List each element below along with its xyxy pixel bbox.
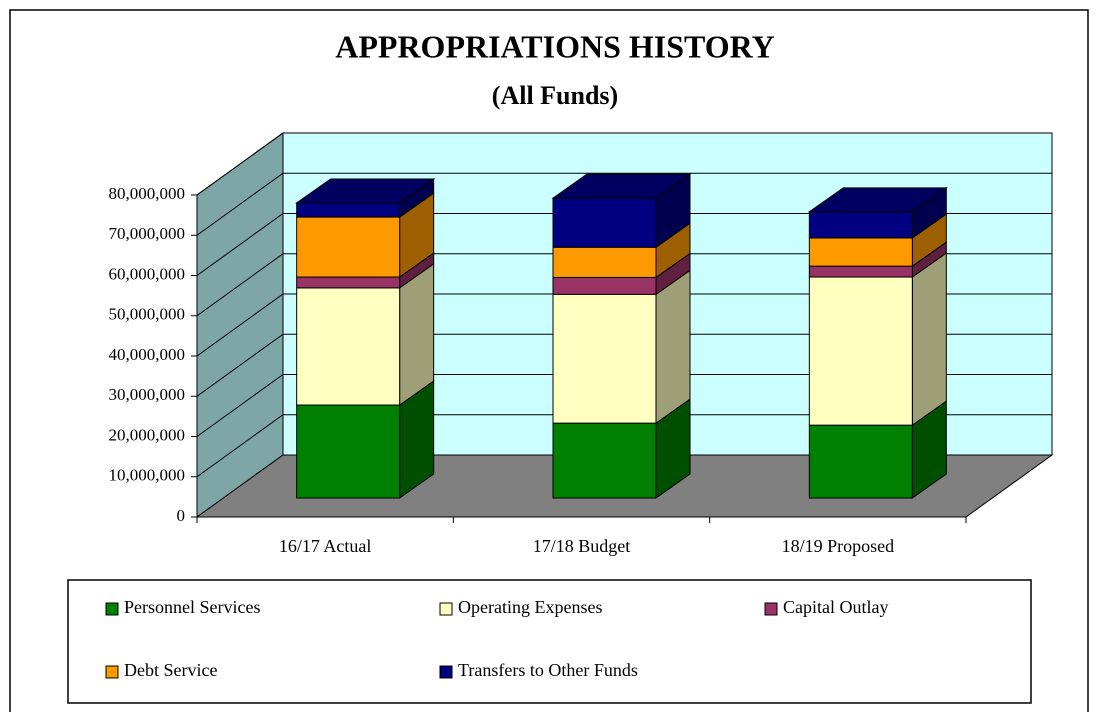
bar-segment [296,276,401,289]
chart-title: APPROPRIATIONS HISTORY [335,28,775,64]
grid-line [196,253,284,317]
grid-line [196,293,284,357]
bar-side [399,262,435,406]
y-tick-label: 10,000,000 [109,466,186,485]
x-tick-label: 18/19 Proposed [782,536,895,556]
legend-swatch [764,602,778,616]
chart-subtitle: (All Funds) [492,81,618,110]
bar-segment [552,293,657,424]
bar-segment [296,216,401,278]
y-tick-label: 0 [177,506,186,525]
grid-line [196,414,284,478]
bar-top [807,187,948,213]
bar-top [295,178,436,204]
grid-line [196,374,284,437]
grid-line [196,333,284,397]
legend-label: Personnel Services [124,597,260,617]
bar-side [655,269,691,425]
grid-line [196,132,284,196]
bar-segment [296,202,401,218]
bar-side [911,252,947,427]
bar-segment [552,246,657,278]
bar-segment [808,211,913,239]
bar-segment [808,276,913,426]
legend-label: Operating Expenses [458,597,602,617]
x-tick-label: 17/18 Budget [533,536,631,556]
bar-segment [296,287,401,406]
bar-top [551,173,692,199]
grid-line [196,213,284,276]
legend-swatch [439,665,453,679]
bar-segment [296,404,401,499]
y-tick-label: 50,000,000 [109,305,186,324]
legend-swatch [439,602,453,616]
y-tick-label: 40,000,000 [109,345,186,364]
bar-segment [552,197,657,248]
bar-segment [808,265,913,278]
bar-segment [552,422,657,499]
y-tick-label: 30,000,000 [109,385,186,404]
legend-box [67,579,1032,704]
y-tick-label: 80,000,000 [109,184,186,203]
grid-line [196,172,284,236]
x-tick-label: 16/17 Actual [279,536,372,556]
legend-swatch [105,602,119,616]
legend-label: Capital Outlay [783,597,888,617]
y-tick-label: 20,000,000 [109,425,186,444]
legend-label: Debt Service [124,660,217,680]
y-tick-label: 70,000,000 [109,224,186,243]
y-tick-label: 60,000,000 [109,264,186,283]
bar-segment [808,237,913,267]
legend-swatch [105,665,119,679]
bar-segment [808,424,913,499]
legend-label: Transfers to Other Funds [458,660,638,680]
bar-segment [552,276,657,295]
